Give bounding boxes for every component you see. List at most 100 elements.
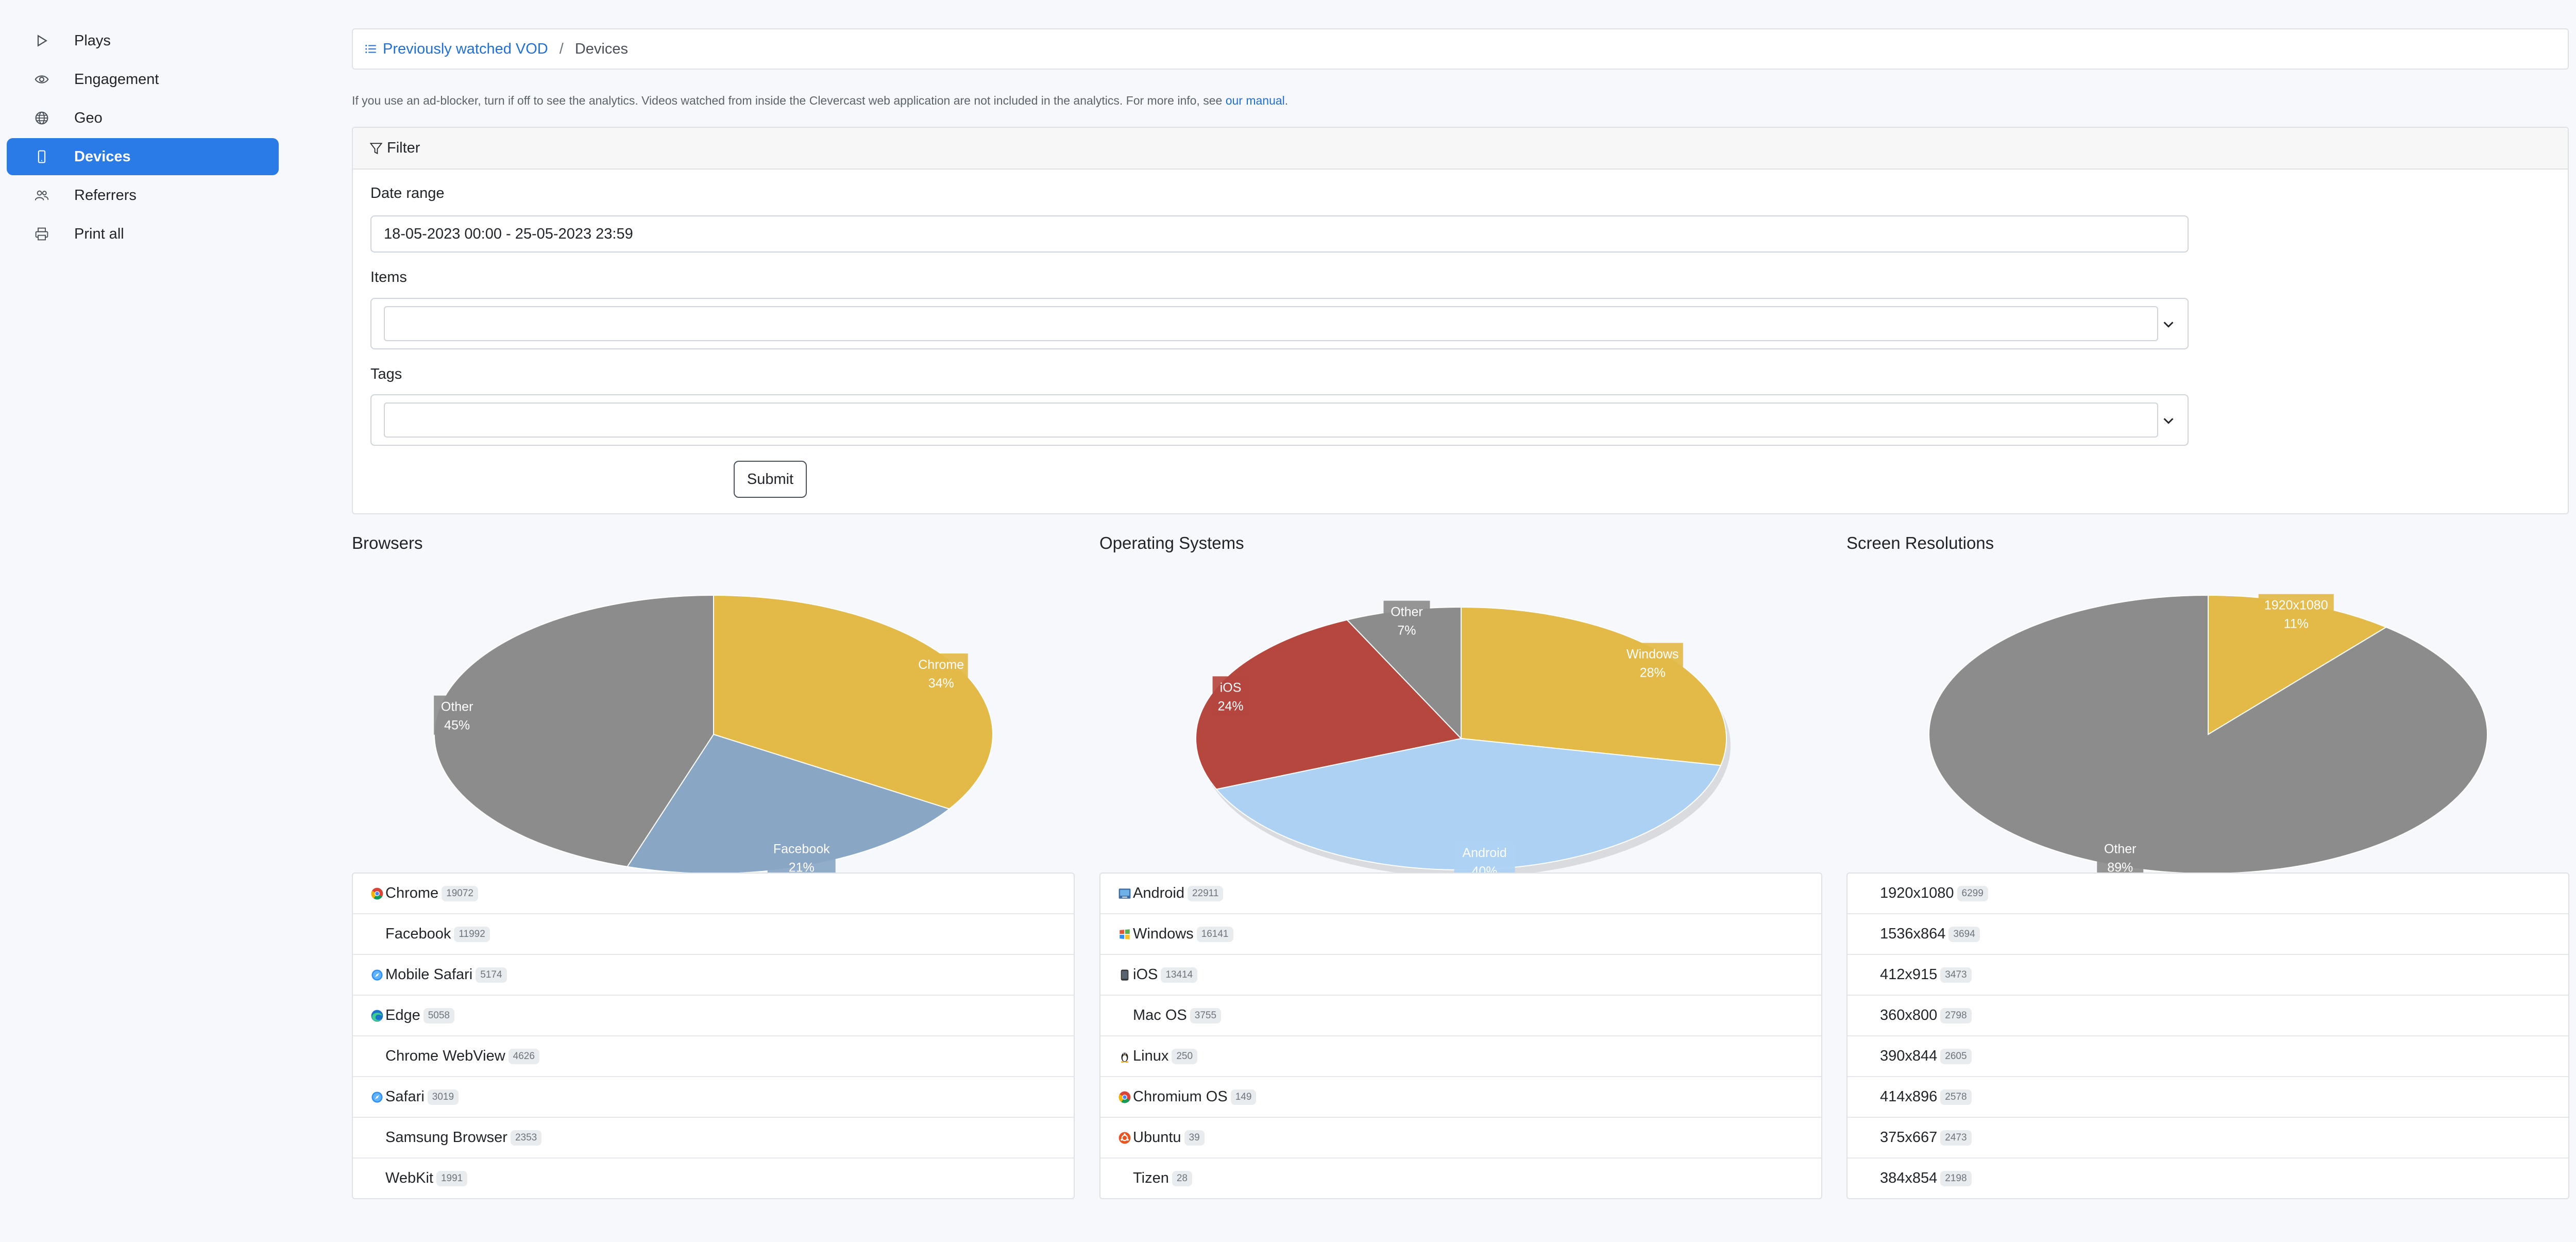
list-item-label: Edge	[385, 1007, 420, 1023]
list-item: 1920x1080 6299	[1848, 874, 2568, 914]
pie-label-name: iOS	[1220, 680, 1242, 695]
filter-header[interactable]: Filter	[353, 128, 2568, 170]
breadcrumb-link-label: Previously watched VOD	[383, 40, 548, 57]
safari-icon	[370, 1090, 384, 1104]
count-badge: 3694	[1948, 926, 1980, 942]
filter-title: Filter	[387, 140, 420, 156]
pie-label-percent: 11%	[2284, 617, 2309, 631]
list-item: Chromium OS 149	[1100, 1077, 1821, 1118]
pie-data-label: Other 89%	[2097, 837, 2144, 874]
no-icon	[370, 1049, 384, 1064]
pie-data-label: Other 7%	[1383, 600, 1430, 640]
windows-icon	[1117, 927, 1132, 942]
count-badge: 2798	[1940, 1008, 1972, 1023]
count-badge: 19072	[442, 885, 478, 901]
items-select[interactable]	[370, 298, 2189, 349]
android-icon	[1117, 886, 1132, 901]
sidebar-item-referrers[interactable]: Referrers	[7, 177, 279, 214]
pie-label-percent: 34%	[928, 676, 954, 691]
list-item: 412x915 3473	[1848, 955, 2568, 996]
list-item: 375x667 2473	[1848, 1118, 2568, 1159]
no-icon	[1865, 927, 1879, 942]
count-badge: 3473	[1940, 967, 1972, 983]
sidebar-item-label: Devices	[74, 148, 131, 165]
sidebar-item-devices[interactable]: Devices	[7, 138, 279, 175]
screen-resolutions-panel: Screen Resolutions 1920x1080 11% Other 89% …	[1846, 533, 2569, 1199]
list-item-label: Android	[1133, 885, 1184, 901]
list-item: 414x896 2578	[1848, 1077, 2568, 1118]
breadcrumb-current: Devices	[574, 40, 628, 57]
tags-search-input[interactable]	[384, 402, 2158, 438]
list-item-label: 412x915	[1880, 966, 1938, 983]
count-badge: 1991	[436, 1170, 468, 1186]
list-item-label: 384x854	[1880, 1170, 1938, 1186]
operating-systems-panel: Operating Systems Windows 28% Android 40% iO…	[1099, 533, 1822, 1199]
list-item: Windows 16141	[1100, 914, 1821, 955]
no-icon	[370, 1131, 384, 1145]
breadcrumb-link[interactable]: Previously watched VOD	[364, 41, 548, 58]
chevron-down-icon[interactable]	[2161, 316, 2176, 332]
count-badge: 3755	[1190, 1008, 1222, 1023]
submit-button[interactable]: Submit	[734, 461, 807, 498]
count-badge: 2198	[1940, 1170, 1972, 1186]
count-badge: 28	[1172, 1170, 1192, 1186]
no-icon	[370, 927, 384, 942]
pie-label-percent: 28%	[1640, 665, 1666, 680]
pie-slice[interactable]	[1928, 594, 2488, 874]
pie-label-percent: 40%	[1472, 864, 1498, 874]
list-item: Chrome WebView 4626	[353, 1036, 1074, 1077]
chart-title: Browsers	[352, 533, 423, 552]
sidebar-item-label: Geo	[74, 109, 103, 126]
list-item-label: Mobile Safari	[385, 966, 473, 983]
list-item-label: Ubuntu	[1133, 1129, 1181, 1146]
list-item-label: 414x896	[1880, 1088, 1938, 1105]
sidebar-item-geo[interactable]: Geo	[7, 99, 279, 137]
pie-data-label: iOS 24%	[1212, 676, 1249, 716]
chevron-down-icon[interactable]	[2161, 413, 2176, 428]
sidebar-item-label: Referrers	[74, 187, 137, 204]
count-badge: 13414	[1161, 967, 1198, 983]
list-item: Mac OS 3755	[1100, 996, 1821, 1036]
linux-icon	[1117, 1049, 1132, 1064]
pie-data-label: Chrome 34%	[914, 653, 968, 693]
pie-label-box	[1622, 643, 1683, 682]
list-item: Android 22911	[1100, 874, 1821, 914]
count-badge: 5174	[476, 967, 507, 983]
no-icon	[1865, 1049, 1879, 1064]
pie-slice[interactable]	[1461, 606, 1727, 766]
pie-data-label: Facebook 21%	[767, 837, 836, 874]
breadcrumb-separator: /	[559, 40, 564, 57]
sidebar-item-engagement[interactable]: Engagement	[7, 61, 279, 98]
pie-label-percent: 21%	[789, 860, 815, 874]
browsers-panel: Browsers Chrome 34% Facebook 21% Other 45% Ch…	[352, 533, 1075, 1199]
list-item-label: Windows	[1133, 926, 1194, 942]
pie-data-label: Windows 28%	[1622, 643, 1683, 682]
list-item: Facebook 11992	[353, 914, 1074, 955]
sidebar-item-plays[interactable]: Plays	[7, 22, 279, 59]
count-badge: 2353	[510, 1130, 542, 1146]
list-item: WebKit 1991	[353, 1159, 1074, 1198]
phone-icon	[32, 149, 52, 164]
sidebar-item-label: Plays	[74, 32, 111, 49]
chart-title: Screen Resolutions	[1846, 533, 1994, 552]
date-range-label: Date range	[370, 185, 445, 202]
count-badge: 4626	[508, 1048, 539, 1064]
sidebar-item-print-all[interactable]: Print all	[7, 215, 279, 253]
manual-link[interactable]: our manual	[1225, 94, 1285, 107]
list-item-label: Chromium OS	[1133, 1088, 1228, 1105]
pie-label-name: Other	[441, 700, 473, 714]
tags-label: Tags	[370, 366, 402, 382]
edge-icon	[370, 1009, 384, 1023]
list-icon	[365, 45, 376, 53]
sidebar: Plays Engagement Geo Devices Referrers P…	[7, 22, 279, 254]
items-search-input[interactable]	[384, 306, 2158, 341]
no-icon	[1865, 1009, 1879, 1023]
list-item-label: Chrome WebView	[385, 1048, 505, 1064]
list-item: Edge 5058	[353, 996, 1074, 1036]
ubuntu-icon	[1117, 1131, 1132, 1145]
pie-label-percent: 45%	[444, 718, 470, 733]
tags-select[interactable]	[370, 394, 2189, 446]
date-range-input[interactable]: 18-05-2023 00:00 - 25-05-2023 23:59	[370, 215, 2189, 253]
count-badge: 250	[1172, 1048, 1198, 1064]
count-badge: 2473	[1940, 1130, 1972, 1146]
